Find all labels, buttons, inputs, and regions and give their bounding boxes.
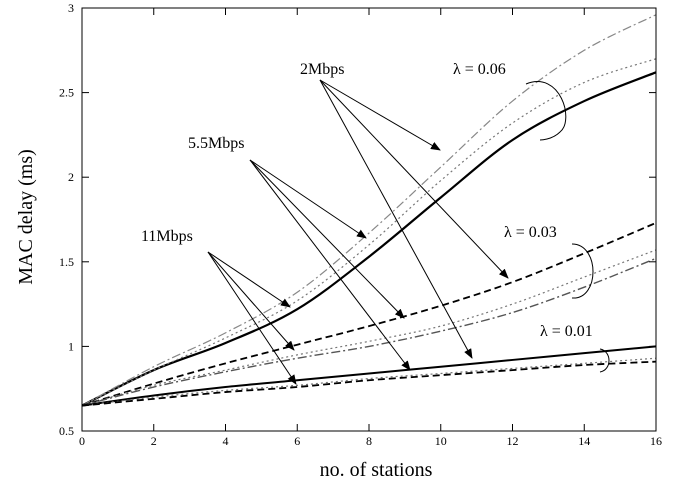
x-tick-label-1: 2 — [151, 434, 157, 448]
series-line-lambda-006-dashdot-2 — [81, 14, 657, 407]
arrow-2mbps-to-006 — [319, 79, 441, 151]
x-tick-label-0: 0 — [79, 434, 85, 448]
arrows-5-5mbps — [249, 159, 411, 371]
arrows-11mbps — [207, 251, 297, 385]
x-tick-label-5: 10 — [435, 434, 447, 448]
x-axis-label: no. of stations — [320, 459, 433, 481]
series-line-lambda-003-dashed-3 — [81, 222, 657, 407]
x-tick-label-6: 12 — [507, 434, 519, 448]
x-tick-label-4: 8 — [366, 434, 372, 448]
lambda-label-006: λ = 0.06 — [453, 61, 506, 78]
axes-layer — [81, 7, 657, 432]
plot-frame — [81, 7, 657, 432]
series-line-lambda-006-dotted-1 — [81, 58, 657, 407]
arrow-2mbps-to-001 — [319, 79, 473, 359]
bracket-003 — [571, 243, 594, 299]
x-tick-label-3: 6 — [294, 434, 300, 448]
y-tick-label-5: 3 — [68, 1, 74, 15]
arrow-5-5mbps-to-001 — [249, 159, 411, 371]
series-layer — [81, 14, 657, 407]
lambda-brackets — [525, 81, 610, 373]
series-line-lambda-006-solid-0 — [81, 71, 657, 407]
arrows-2mbps — [319, 79, 509, 359]
label-5-5mbps: 5.5Mbps — [188, 135, 244, 152]
y-tick-label-3: 2 — [68, 170, 74, 184]
y-tick-label-4: 2.5 — [59, 86, 74, 100]
x-tick-label-2: 4 — [223, 434, 229, 448]
arrow-5-5mbps-to-006 — [249, 159, 367, 239]
y-tick-label-0: 0.5 — [59, 424, 74, 438]
x-tick-label-7: 14 — [578, 434, 590, 448]
arrow-11mbps-to-003 — [207, 251, 295, 351]
series-line-lambda-001-solid-6 — [81, 345, 657, 407]
arrow-5-5mbps-to-003 — [249, 159, 405, 319]
lambda-label-003: λ = 0.03 — [504, 224, 557, 241]
arrow-2mbps-to-003 — [319, 79, 509, 279]
y-tick-label-1: 1 — [68, 339, 74, 353]
y-axis-label: MAC delay (ms) — [15, 149, 37, 285]
lambda-label-001: λ = 0.01 — [540, 323, 593, 340]
bracket-006 — [525, 81, 567, 141]
label-11mbps: 11Mbps — [141, 228, 193, 245]
series-line-lambda-003-dashdot-5 — [81, 257, 657, 407]
bracket-001 — [599, 348, 610, 373]
ticks-layer: 0 2 4 6 8 10 12 14 16 0.5 1 1.5 2 2.5 3 — [59, 1, 662, 448]
series-line-lambda-003-dotted-4 — [81, 249, 657, 407]
arrow-11mbps-to-001 — [207, 251, 297, 385]
series-line-lambda-001-dashed-8 — [81, 360, 657, 407]
x-tick-label-8: 16 — [650, 434, 662, 448]
y-tick-label-2: 1.5 — [59, 255, 74, 269]
arrow-11mbps-to-006 — [207, 251, 291, 308]
label-2mbps: 2Mbps — [300, 61, 344, 78]
